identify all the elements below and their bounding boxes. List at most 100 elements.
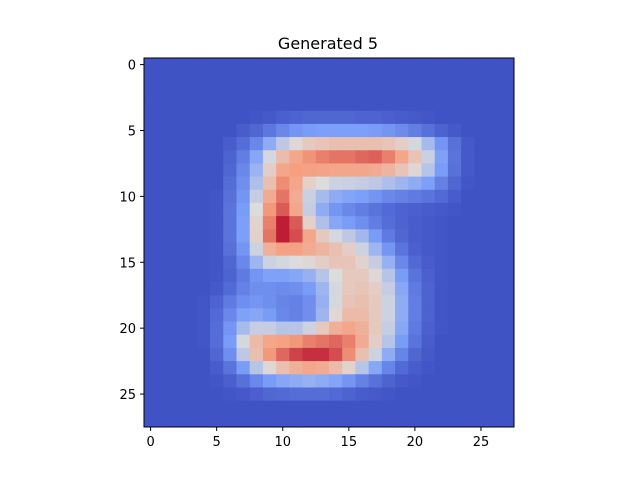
heatmap-cell — [500, 282, 515, 296]
heatmap-cell — [276, 110, 290, 125]
heatmap-cell — [223, 97, 237, 112]
heatmap-cell — [170, 123, 185, 138]
heatmap-cell — [315, 163, 330, 178]
heatmap-cell — [342, 137, 356, 151]
heatmap-cell — [223, 242, 237, 257]
heatmap-cell — [289, 84, 303, 98]
heatmap-cell — [355, 123, 370, 138]
axes-frame — [143, 57, 515, 428]
heatmap-cell — [395, 216, 409, 230]
heatmap-cell — [474, 268, 488, 283]
heatmap-cell — [262, 84, 277, 98]
heatmap-cell — [421, 150, 436, 164]
heatmap-cell — [262, 334, 277, 349]
heatmap-cell — [276, 387, 290, 402]
heatmap-cell — [223, 137, 237, 151]
y-tick-label: 15 — [119, 256, 136, 271]
heatmap-cell — [196, 242, 211, 257]
heatmap-cell — [329, 282, 343, 296]
heatmap-cell — [474, 110, 488, 125]
heatmap-cell — [276, 295, 290, 309]
heatmap-cell — [289, 334, 303, 349]
heatmap-cell — [408, 229, 422, 243]
heatmap-cell — [329, 229, 343, 243]
heatmap-cell — [395, 347, 409, 362]
heatmap-cell — [223, 268, 237, 283]
heatmap-cell — [223, 110, 237, 125]
heatmap-cell — [368, 374, 383, 388]
heatmap-cell — [249, 413, 264, 428]
heatmap-cell — [381, 229, 396, 243]
heatmap-cell — [183, 334, 198, 349]
heatmap-cell — [236, 84, 251, 98]
heatmap-cell — [170, 150, 185, 164]
heatmap-cell — [487, 202, 502, 217]
heatmap-cell — [500, 58, 515, 72]
heatmap-cell — [474, 295, 488, 309]
heatmap-cell — [342, 97, 356, 112]
heatmap-cell — [421, 123, 436, 138]
heatmap-cell — [342, 282, 356, 296]
heatmap-cell — [210, 123, 224, 138]
heatmap-cell — [434, 110, 449, 125]
heatmap-cell — [289, 123, 303, 138]
heatmap-cell — [329, 84, 343, 98]
heatmap-cell — [276, 400, 290, 415]
heatmap-cell — [210, 58, 224, 72]
heatmap-cell — [223, 202, 237, 217]
heatmap-cell — [461, 334, 475, 349]
heatmap-cell — [355, 361, 370, 375]
heatmap-cell — [474, 163, 488, 178]
heatmap-cell — [461, 71, 475, 85]
heatmap-cell — [157, 321, 171, 336]
heatmap-cell — [474, 216, 488, 230]
heatmap-cell — [289, 137, 303, 151]
heatmap-cell — [474, 255, 488, 270]
heatmap-cell — [302, 255, 317, 270]
heatmap-cell — [262, 400, 277, 415]
heatmap-cell — [170, 216, 185, 230]
heatmap-cell — [381, 413, 396, 428]
heatmap-cell — [262, 242, 277, 257]
heatmap-cell — [434, 282, 449, 296]
heatmap-cell — [447, 176, 462, 191]
heatmap-cell — [315, 334, 330, 349]
heatmap-cell — [302, 71, 317, 85]
heatmap-cell — [144, 400, 158, 415]
heatmap-cell — [315, 308, 330, 322]
heatmap-cell — [157, 110, 171, 125]
heatmap-cell — [329, 321, 343, 336]
heatmap-cell — [210, 176, 224, 191]
heatmap-cell — [395, 413, 409, 428]
heatmap-cell — [474, 84, 488, 98]
heatmap-cell — [170, 295, 185, 309]
heatmap-cell — [461, 347, 475, 362]
heatmap-cell — [157, 137, 171, 151]
heatmap-cell — [408, 387, 422, 402]
heatmap-cell — [408, 189, 422, 204]
heatmap-cell — [315, 202, 330, 217]
heatmap-cell — [487, 321, 502, 336]
heatmap-cell — [289, 97, 303, 112]
heatmap-cell — [262, 216, 277, 230]
heatmap-cell — [196, 84, 211, 98]
heatmap-cell — [329, 387, 343, 402]
heatmap-cell — [342, 216, 356, 230]
heatmap-cell — [170, 110, 185, 125]
heatmap-cell — [289, 321, 303, 336]
heatmap-cell — [474, 387, 488, 402]
heatmap-cell — [144, 387, 158, 402]
heatmap-cell — [500, 137, 515, 151]
heatmap-cell — [434, 268, 449, 283]
heatmap-cell — [196, 110, 211, 125]
heatmap-cell — [210, 321, 224, 336]
heatmap-cell — [500, 374, 515, 388]
heatmap-cell — [276, 97, 290, 112]
heatmap-cell — [342, 255, 356, 270]
heatmap-cell — [249, 387, 264, 402]
heatmap-cell — [315, 110, 330, 125]
heatmap-cell — [262, 413, 277, 428]
heatmap-cell — [262, 110, 277, 125]
heatmap-cell — [395, 400, 409, 415]
heatmap-cell — [249, 163, 264, 178]
